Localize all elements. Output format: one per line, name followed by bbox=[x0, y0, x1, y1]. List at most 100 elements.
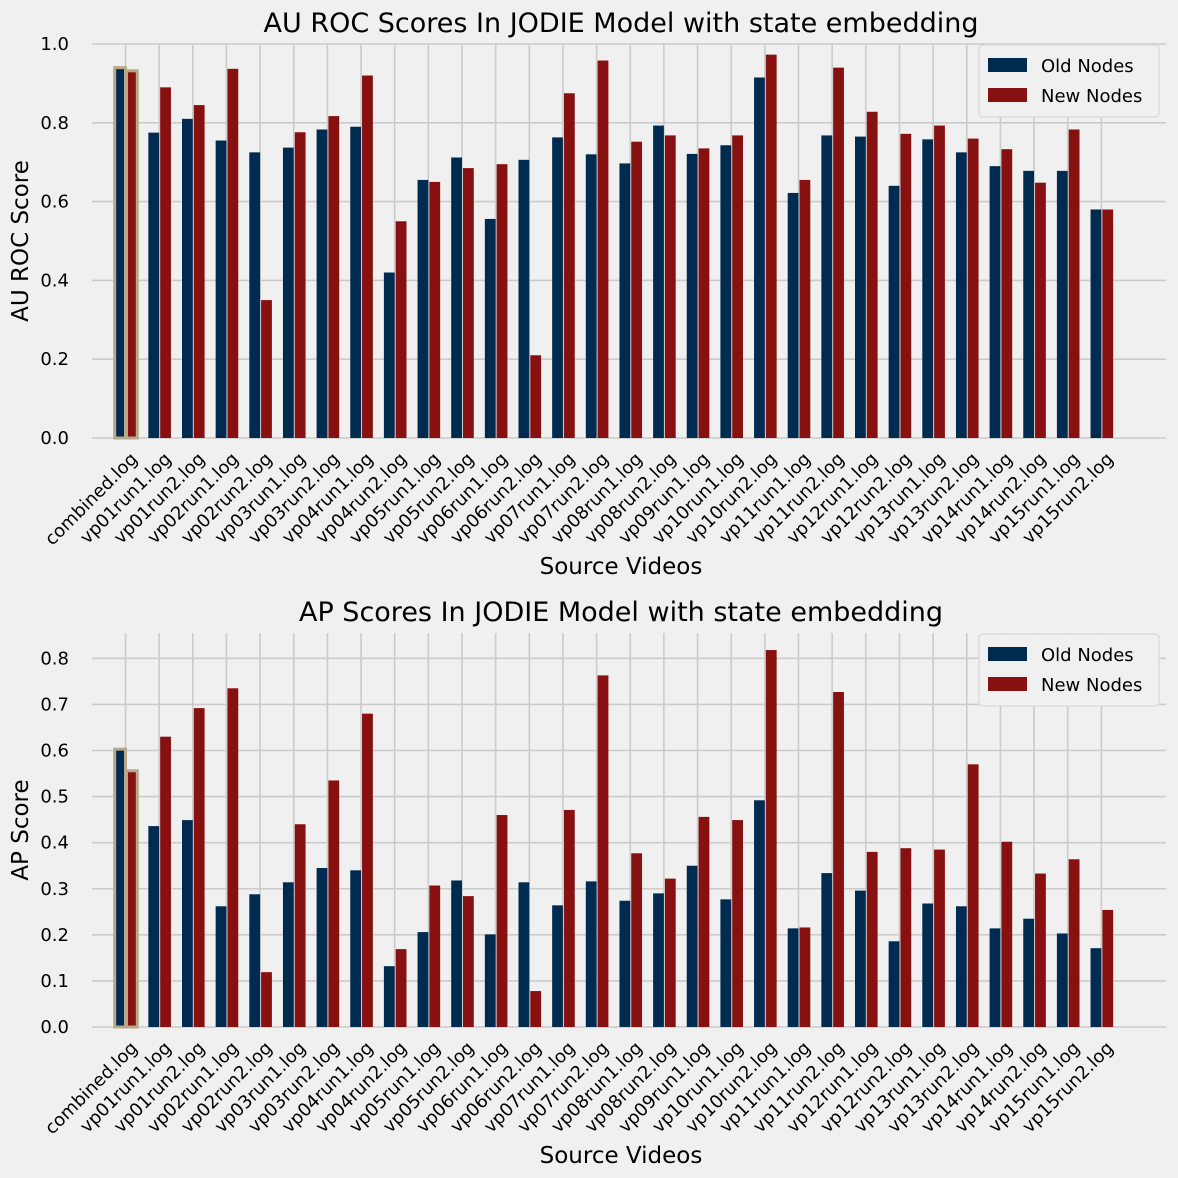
auroc-bar-old-vp03run1 bbox=[282, 147, 294, 438]
ap-bar-old-vp05run1 bbox=[417, 932, 429, 1027]
auroc-y-tick-label: 0.6 bbox=[40, 192, 69, 213]
ap-bar-old-vp02run2 bbox=[249, 894, 261, 1027]
ap-bar-old-vp02run1 bbox=[215, 906, 227, 1027]
ap-bar-old-vp03run1 bbox=[282, 882, 294, 1027]
ap-bar-new-vp04run2 bbox=[395, 949, 407, 1027]
auroc-bar-old-vp12run2 bbox=[888, 185, 900, 438]
auroc-bar-old-vp04run2 bbox=[383, 272, 395, 438]
auroc-y-ticks: 0.0 0.2 0.4 0.6 0.8 1.0 bbox=[40, 34, 69, 449]
ap-bar-new-vp15run1 bbox=[1068, 859, 1080, 1027]
auroc-x-axis-label: Source Videos bbox=[540, 554, 703, 580]
auroc-bar-old-vp07run1 bbox=[552, 137, 563, 439]
auroc-bar-new-vp04run1 bbox=[362, 75, 373, 439]
auroc-bar-old-vp13run1 bbox=[922, 139, 934, 438]
ap-bar-old-vp14run1 bbox=[989, 928, 1001, 1027]
ap-bar-old-vp12run1 bbox=[855, 890, 866, 1027]
ap-y-axis-label: AP Score bbox=[8, 779, 34, 880]
auroc-bar-new-combined bbox=[125, 69, 139, 440]
ap-bar-old-vp04run2 bbox=[383, 966, 395, 1027]
ap-y-tick-label: 0.4 bbox=[40, 833, 69, 854]
ap-bar-old-vp08run2 bbox=[653, 893, 664, 1027]
auroc-title: AU ROC Scores In JODIE Model with state … bbox=[264, 8, 979, 39]
ap-bar-old-vp11run1 bbox=[787, 928, 799, 1027]
auroc-legend-swatch-new bbox=[988, 88, 1027, 102]
auroc-y-axis-label: AU ROC Score bbox=[8, 160, 34, 322]
auroc-bar-new-vp13run1 bbox=[934, 125, 945, 439]
ap-legend: Old Nodes New Nodes bbox=[978, 633, 1160, 707]
auroc-bars bbox=[113, 54, 1114, 440]
auroc-bar-old-vp03run2 bbox=[316, 129, 328, 439]
ap-bar-new-vp02run2 bbox=[261, 972, 272, 1027]
ap-legend-swatch-old bbox=[988, 647, 1027, 661]
ap-bar-new-vp15run2 bbox=[1102, 909, 1114, 1027]
ap-y-tick-label: 0.1 bbox=[40, 971, 69, 992]
ap-bar-new-vp06run2 bbox=[530, 991, 542, 1027]
auroc-bar-new-vp02run1 bbox=[227, 68, 239, 439]
auroc-legend: Old Nodes New Nodes bbox=[978, 44, 1160, 118]
auroc-bar-new-vp10run1 bbox=[732, 135, 743, 438]
auroc-bar-old-vp12run1 bbox=[855, 136, 866, 438]
auroc-y-tick-label: 0.4 bbox=[40, 270, 69, 291]
auroc-bar-new-vp12run2 bbox=[900, 133, 912, 438]
ap-y-tick-label: 0.5 bbox=[40, 787, 69, 808]
auroc-bar-new-vp07run2 bbox=[597, 60, 609, 438]
ap-bar-new-vp13run1 bbox=[934, 849, 945, 1027]
auroc-bar-old-vp08run2 bbox=[653, 125, 664, 439]
auroc-chart: 0.0 0.2 0.4 0.6 0.8 1.0 combined.logvp01run1.… bbox=[8, 8, 1166, 580]
ap-bar-new-vp08run2 bbox=[664, 878, 676, 1027]
ap-bar-new-vp03run2 bbox=[328, 780, 340, 1027]
ap-bar-new-vp09run1 bbox=[698, 816, 710, 1027]
auroc-bar-old-vp10run1 bbox=[720, 145, 732, 438]
ap-bar-new-vp14run1 bbox=[1001, 841, 1013, 1027]
auroc-bar-old-vp05run1 bbox=[417, 179, 429, 438]
auroc-y-tick-label: 1.0 bbox=[40, 34, 69, 55]
ap-bar-new-vp02run1 bbox=[227, 688, 239, 1027]
ap-bar-old-vp07run2 bbox=[585, 881, 597, 1027]
ap-bar-new-vp01run2 bbox=[193, 708, 205, 1027]
auroc-bar-old-vp01run2 bbox=[182, 118, 193, 439]
auroc-bar-new-vp05run1 bbox=[429, 181, 441, 438]
ap-title: AP Scores In JODIE Model with state embe… bbox=[299, 597, 943, 628]
auroc-bar-new-vp15run2 bbox=[1102, 209, 1114, 438]
auroc-x-ticks: combined.logvp01run1.logvp01run2.logvp02… bbox=[41, 449, 1118, 550]
ap-bar-old-vp13run2 bbox=[955, 906, 967, 1027]
ap-bar-new-vp07run1 bbox=[563, 809, 575, 1027]
auroc-bar-old-vp11run1 bbox=[787, 192, 799, 438]
ap-bar-old-vp15run1 bbox=[1056, 933, 1068, 1027]
ap-bar-old-vp12run2 bbox=[888, 941, 900, 1027]
auroc-bar-new-vp12run1 bbox=[866, 111, 878, 438]
ap-bar-new-combined bbox=[125, 769, 139, 1029]
auroc-bar-new-vp09run1 bbox=[698, 148, 710, 438]
ap-bar-new-vp04run1 bbox=[362, 713, 373, 1027]
ap-bar-new-vp12run1 bbox=[866, 851, 878, 1027]
ap-bar-new-vp14run2 bbox=[1035, 873, 1046, 1027]
auroc-bar-old-vp06run1 bbox=[484, 218, 496, 438]
auroc-bar-old-vp01run1 bbox=[148, 132, 160, 438]
auroc-bar-old-vp15run2 bbox=[1090, 209, 1102, 438]
ap-bar-old-vp03run2 bbox=[316, 868, 328, 1027]
ap-x-ticks: combined.logvp01run1.logvp01run2.logvp02… bbox=[41, 1038, 1118, 1139]
auroc-bar-old-vp07run2 bbox=[585, 154, 597, 438]
ap-y-tick-label: 0.3 bbox=[40, 879, 69, 900]
auroc-bar-old-vp09run1 bbox=[686, 153, 698, 438]
ap-bar-new-vp10run2 bbox=[765, 650, 777, 1027]
ap-bar-new-vp05run1 bbox=[429, 885, 441, 1027]
ap-bar-old-vp15run2 bbox=[1090, 948, 1102, 1027]
auroc-bar-new-vp15run1 bbox=[1068, 129, 1080, 439]
auroc-bar-new-vp08run2 bbox=[664, 135, 676, 438]
ap-y-ticks: 0.0 0.1 0.2 0.3 0.4 0.5 0.6 0.7 0.8 bbox=[40, 648, 69, 1038]
auroc-bar-new-vp05run2 bbox=[463, 168, 474, 439]
auroc-bar-new-vp01run1 bbox=[160, 87, 171, 438]
auroc-bar-old-vp14run2 bbox=[1023, 170, 1035, 439]
ap-bar-new-vp11run2 bbox=[833, 691, 844, 1027]
ap-legend-swatch-new bbox=[988, 677, 1027, 691]
auroc-bar-new-vp11run1 bbox=[799, 179, 811, 438]
ap-bar-old-vp06run1 bbox=[484, 934, 496, 1027]
ap-bar-old-combined bbox=[113, 747, 127, 1029]
ap-bar-old-vp10run1 bbox=[720, 899, 732, 1027]
auroc-bar-old-vp11run2 bbox=[821, 135, 833, 438]
auroc-bar-old-vp04run1 bbox=[350, 126, 362, 439]
auroc-legend-label-old: Old Nodes bbox=[1041, 56, 1134, 77]
auroc-bar-new-vp07run1 bbox=[563, 93, 575, 438]
